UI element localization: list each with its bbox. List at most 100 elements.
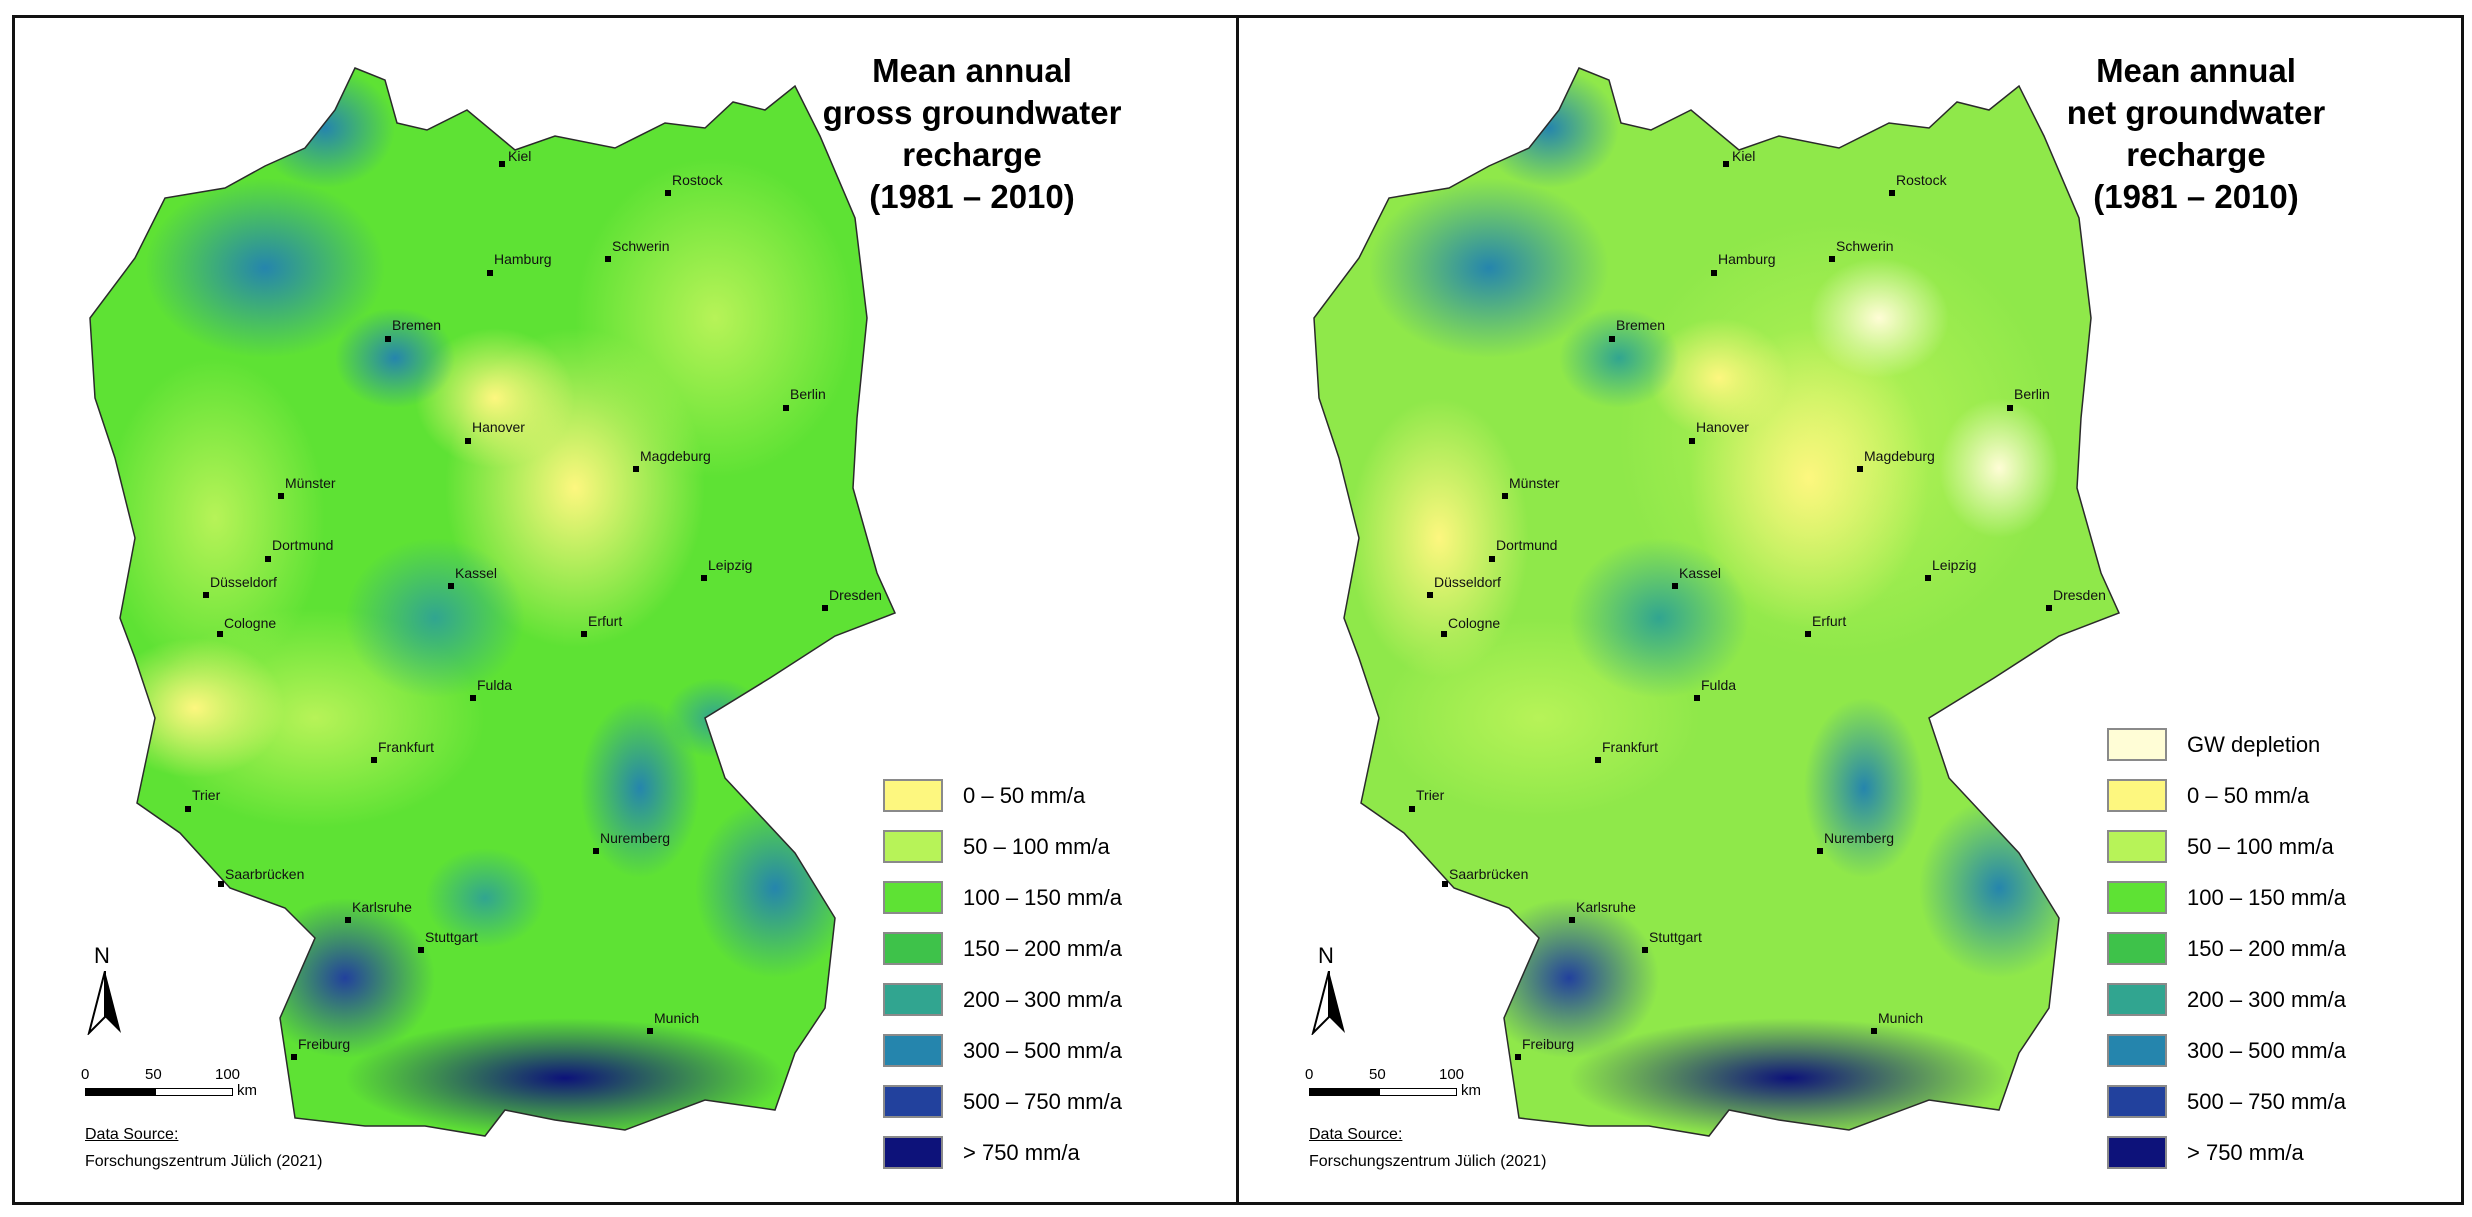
city-label: Saarbrücken xyxy=(225,866,304,882)
city-label: Hanover xyxy=(1696,419,1749,435)
data-source-heading: Data Source: xyxy=(1309,1126,1403,1143)
data-source-heading: Data Source: xyxy=(85,1126,179,1143)
city-label: Dortmund xyxy=(272,537,333,553)
city-marker xyxy=(345,917,351,923)
city-marker xyxy=(1889,190,1895,196)
city-marker xyxy=(1805,631,1811,637)
city-marker xyxy=(1672,583,1678,589)
legend-swatch xyxy=(2107,1136,2167,1169)
city-marker xyxy=(1409,806,1415,812)
city-marker xyxy=(487,270,493,276)
city-label: Stuttgart xyxy=(1649,929,1702,945)
city-label: Cologne xyxy=(224,615,276,631)
legend-item: 0 – 50 mm/a xyxy=(2107,770,2437,821)
net-recharge-map: Kiel Rostock Hamburg Schwerin Bremen Ber… xyxy=(1313,67,2121,1137)
data-source-text: Forschungszentrum Jülich (2021) xyxy=(85,1153,323,1170)
city-label: Karlsruhe xyxy=(1576,899,1636,915)
city-marker xyxy=(418,947,424,953)
city-label: Frankfurt xyxy=(378,739,434,755)
legend-item: 200 – 300 mm/a xyxy=(883,974,1213,1025)
legend-swatch xyxy=(2107,728,2167,761)
legend-item: 0 – 50 mm/a xyxy=(883,770,1213,821)
city-label: Karlsruhe xyxy=(352,899,412,915)
title-line: (1981 – 2010) xyxy=(869,178,1075,215)
legend-swatch xyxy=(2107,932,2167,965)
city-marker xyxy=(2046,605,2052,611)
city-label: Dresden xyxy=(2053,587,2106,603)
legend-swatch xyxy=(883,1034,943,1067)
city-label: Rostock xyxy=(672,172,724,188)
city-marker xyxy=(1711,270,1717,276)
legend-swatch xyxy=(2107,983,2167,1016)
city-label: Fulda xyxy=(1701,677,1736,693)
legend-label: 50 – 100 mm/a xyxy=(963,833,1110,859)
legend-swatch xyxy=(883,983,943,1016)
city-label: Münster xyxy=(1509,475,1560,491)
map-title: Mean annual gross groundwater recharge (… xyxy=(762,50,1182,218)
city-label: Kassel xyxy=(455,565,497,581)
city-marker xyxy=(185,806,191,812)
germany-outline xyxy=(89,67,897,1137)
scale-bar: 0 50 100 km xyxy=(1305,1066,1489,1106)
city-marker xyxy=(203,592,209,598)
city-label: Bremen xyxy=(1616,317,1665,333)
gross-recharge-map-panel: Kiel Rostock Hamburg Schwerin Bremen Ber… xyxy=(12,15,1240,1205)
city-label: Nuremberg xyxy=(1824,830,1894,846)
scale-tick-label: 0 xyxy=(81,1066,90,1083)
map-legend: 0 – 50 mm/a 50 – 100 mm/a 100 – 150 mm/a… xyxy=(883,770,1213,1178)
city-marker xyxy=(1502,493,1508,499)
city-label: Düsseldorf xyxy=(210,574,277,590)
legend-item: GW depletion xyxy=(2107,719,2437,770)
legend-label: 150 – 200 mm/a xyxy=(963,935,1122,961)
city-label: Erfurt xyxy=(1812,613,1846,629)
city-label: Dresden xyxy=(829,587,882,603)
legend-swatch xyxy=(2107,881,2167,914)
city-marker xyxy=(1441,631,1447,637)
north-arrow-icon xyxy=(87,971,121,1035)
city-label: Trier xyxy=(1416,787,1445,803)
city-marker xyxy=(1857,466,1863,472)
title-line: recharge xyxy=(902,136,1042,173)
city-marker xyxy=(1689,438,1695,444)
city-marker xyxy=(1642,947,1648,953)
legend-item: > 750 mm/a xyxy=(883,1127,1213,1178)
city-label: Berlin xyxy=(790,386,826,402)
city-label: Nuremberg xyxy=(600,830,670,846)
map-legend: GW depletion 0 – 50 mm/a 50 – 100 mm/a 1… xyxy=(2107,719,2437,1178)
city-label: Fulda xyxy=(477,677,512,693)
title-line: (1981 – 2010) xyxy=(2093,178,2299,215)
city-label: Kiel xyxy=(1732,148,1755,164)
scale-unit: km xyxy=(1461,1082,1481,1099)
city-marker xyxy=(1694,695,1700,701)
city-marker xyxy=(633,466,639,472)
legend-swatch xyxy=(883,881,943,914)
legend-item: 500 – 750 mm/a xyxy=(883,1076,1213,1127)
north-label: N xyxy=(94,943,110,968)
city-marker xyxy=(1595,757,1601,763)
legend-label: 100 – 150 mm/a xyxy=(2187,884,2346,910)
city-markers: Kiel Rostock Hamburg Schwerin Bremen Ber… xyxy=(1409,148,2106,1060)
city-label: Munich xyxy=(1878,1010,1923,1026)
city-marker xyxy=(2007,405,2013,411)
city-marker xyxy=(1723,161,1729,167)
city-marker xyxy=(385,336,391,342)
net-recharge-map-panel: Kiel Rostock Hamburg Schwerin Bremen Ber… xyxy=(1236,15,2464,1205)
legend-item: 100 – 150 mm/a xyxy=(2107,872,2437,923)
germany-outline xyxy=(1313,67,2121,1137)
city-marker xyxy=(278,493,284,499)
legend-swatch xyxy=(2107,830,2167,863)
legend-swatch xyxy=(2107,779,2167,812)
city-label: Kiel xyxy=(508,148,531,164)
city-marker xyxy=(665,190,671,196)
city-marker xyxy=(1442,881,1448,887)
city-label: Hamburg xyxy=(494,251,552,267)
scale-bar: 0 50 100 km xyxy=(81,1066,265,1106)
city-marker xyxy=(647,1028,653,1034)
city-label: Leipzig xyxy=(1932,557,1976,573)
legend-swatch xyxy=(883,1085,943,1118)
city-label: Schwerin xyxy=(1836,238,1894,254)
legend-label: 500 – 750 mm/a xyxy=(2187,1088,2346,1114)
legend-item: 150 – 200 mm/a xyxy=(2107,923,2437,974)
city-label: Magdeburg xyxy=(1864,448,1935,464)
city-marker xyxy=(783,405,789,411)
